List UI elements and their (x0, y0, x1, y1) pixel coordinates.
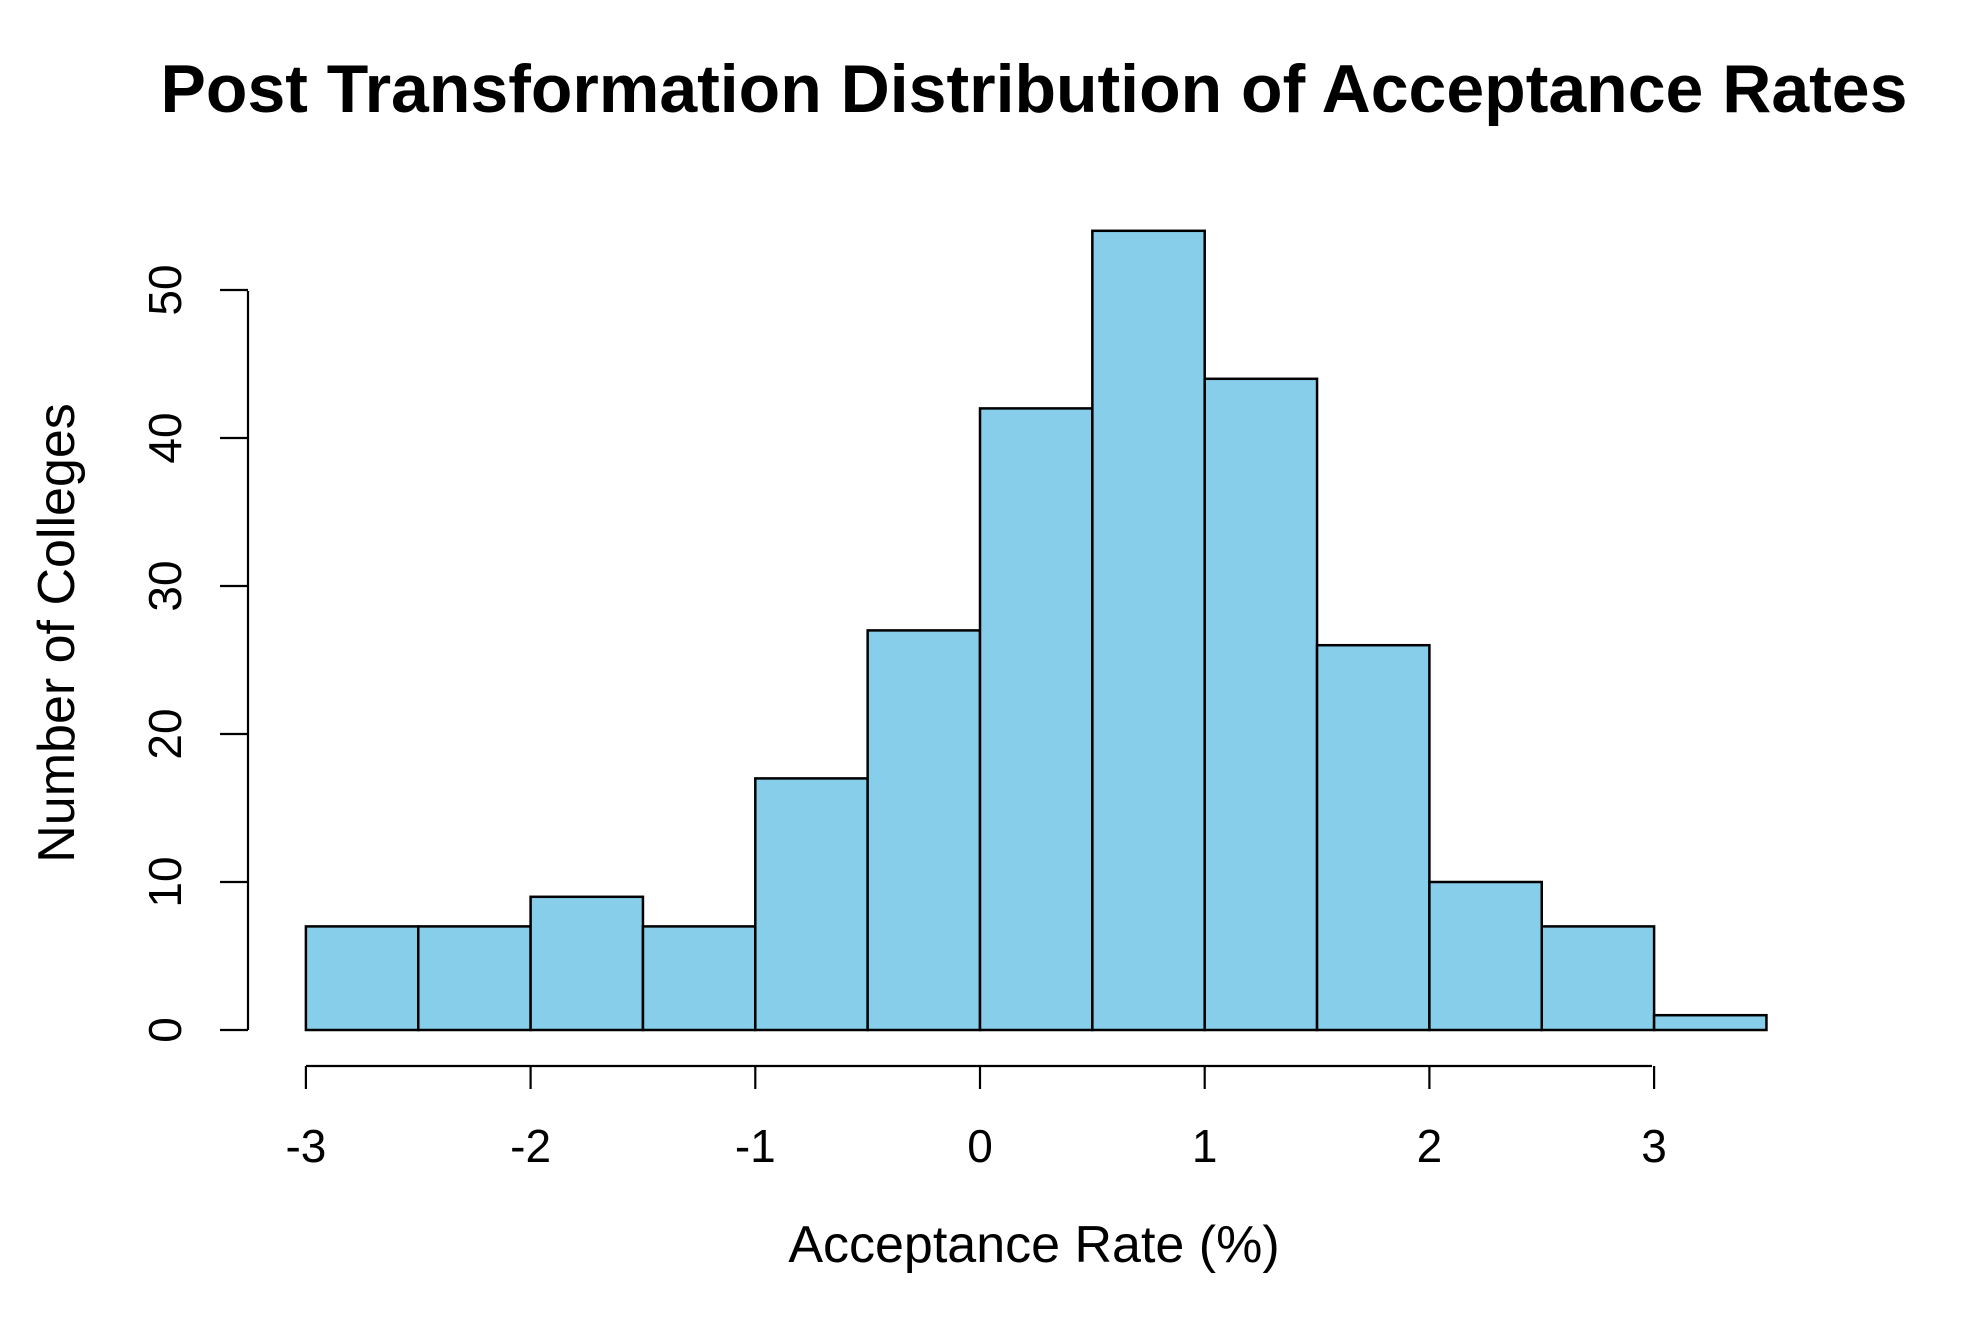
x-tick-label: 1 (1192, 1120, 1218, 1172)
chart-title: Post Transformation Distribution of Acce… (161, 51, 1908, 127)
y-tick-label: 40 (139, 412, 191, 463)
histogram-bar (1203, 377, 1319, 1032)
x-tick-label: -2 (510, 1120, 551, 1172)
y-tick-label: 20 (139, 708, 191, 759)
x-tick-label: 3 (1641, 1120, 1667, 1172)
histogram-bar (754, 777, 869, 1032)
histogram-bar (641, 925, 757, 1032)
histogram-bar (1652, 1013, 1768, 1032)
x-tick-label: -3 (285, 1120, 326, 1172)
y-tick-label: 50 (139, 264, 191, 315)
x-tick-label: 0 (967, 1120, 993, 1172)
histogram-bars (304, 229, 1768, 1032)
y-axis-ticks: 0 10 20 30 40 50 (139, 264, 248, 1043)
histogram-bar (1091, 229, 1206, 1032)
histogram-bar (304, 925, 420, 1032)
histogram-bar (529, 895, 645, 1032)
x-tick-label: 2 (1417, 1120, 1443, 1172)
histogram-bar (866, 629, 982, 1032)
x-tick-label: -1 (735, 1120, 776, 1172)
y-axis-label: Number of Colleges (28, 403, 86, 863)
y-tick-label: 30 (139, 560, 191, 611)
y-tick-label: 0 (139, 1017, 191, 1043)
y-tick-label: 10 (139, 856, 191, 907)
histogram-bar (978, 407, 1094, 1032)
x-axis-label: Acceptance Rate (%) (788, 1216, 1279, 1274)
histogram-bar (417, 925, 532, 1032)
x-axis-ticks: -3 -2 -1 0 1 2 3 (285, 1066, 1667, 1172)
histogram-bar (1428, 880, 1544, 1032)
histogram-bar (1315, 643, 1431, 1032)
histogram-bar (1540, 925, 1656, 1032)
